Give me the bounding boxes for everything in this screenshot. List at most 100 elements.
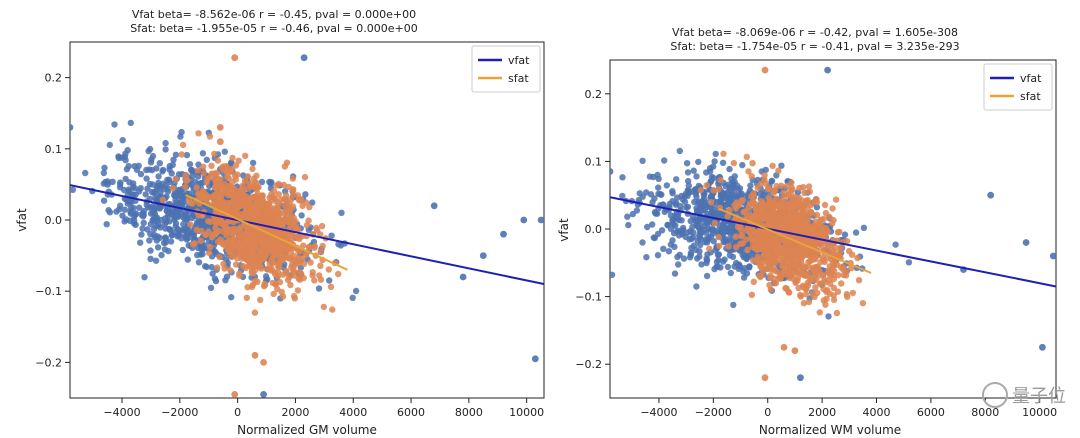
sfat-point (243, 294, 250, 301)
sfat-point (757, 180, 764, 187)
sfat-point (799, 205, 806, 213)
sfat-point (767, 272, 774, 279)
sfat-point (838, 280, 845, 287)
vfat-point (149, 181, 156, 188)
sfat-point (720, 150, 727, 157)
vfat-point (601, 246, 607, 252)
vfat-point (624, 213, 631, 220)
sfat-point (792, 279, 799, 286)
vfat-point (726, 165, 733, 173)
vfat-point (633, 207, 641, 214)
sfat-point (216, 253, 223, 261)
sfat-point (204, 193, 211, 200)
sfat-point (697, 186, 705, 194)
vfat-point (184, 256, 191, 263)
vfat-point (713, 199, 721, 206)
sfat-point (840, 271, 848, 279)
x-tick-label: 4000 (339, 406, 367, 419)
sfat-point (830, 275, 838, 283)
vfat-point (697, 221, 704, 229)
legend-label-sfat: sfat (508, 72, 529, 85)
sfat-point (216, 124, 224, 131)
vfat-point (721, 256, 728, 263)
vfat-point (745, 252, 752, 260)
vfat-point (719, 159, 727, 166)
sfat-point (780, 343, 788, 351)
vfat-point (162, 182, 169, 189)
sfat-point (212, 216, 219, 224)
regression-lines (70, 184, 544, 286)
vfat-point (724, 263, 732, 271)
sfat-point (250, 194, 257, 201)
vfat-point (706, 204, 714, 211)
vfat-point (300, 54, 308, 62)
vfat-point (734, 261, 742, 269)
vfat-point (109, 178, 116, 185)
vfat-point (139, 225, 146, 232)
sfat-point (229, 230, 237, 237)
sfat-point (778, 182, 785, 189)
vfat-point (639, 239, 646, 246)
sfat-point (767, 238, 774, 245)
sfat-point (771, 187, 779, 194)
vfat-point (34, 166, 40, 172)
sfat-point (271, 195, 279, 202)
vfat-point (674, 194, 681, 201)
sfat-point (257, 236, 265, 243)
sfat-point (238, 255, 245, 262)
sfat-point (276, 263, 283, 271)
sfat-point (247, 262, 255, 269)
sfat-point (797, 293, 804, 300)
sfat-point (764, 212, 771, 219)
sfat-point (200, 170, 207, 177)
y-ticks: −0.2 −0.1 0.0 0.1 0.2 (575, 88, 610, 371)
vfat-point (128, 198, 135, 205)
vfat-point (679, 196, 687, 203)
vfat-point (715, 256, 722, 264)
vfat-point (170, 156, 177, 163)
x-tick-label: 0 (764, 406, 771, 419)
vfat-point (651, 234, 658, 242)
vfat-point (111, 121, 118, 128)
sfat-point (835, 272, 842, 279)
vfat-point (137, 170, 145, 178)
vfat-point (195, 259, 203, 266)
vfat-point (183, 151, 191, 159)
vfat-point (841, 231, 849, 238)
vfat-point (116, 206, 123, 213)
sfat-point (743, 208, 750, 215)
vfat-point (688, 235, 695, 242)
sfat-point (738, 197, 745, 204)
vfat-point (703, 272, 711, 280)
sfat-point (780, 189, 787, 196)
sfat-point (224, 173, 231, 180)
sfat-point (771, 212, 778, 219)
sfat-point (765, 246, 772, 253)
vfat-point (130, 191, 137, 199)
sfat-point (777, 275, 784, 282)
sfat-point (809, 256, 817, 263)
sfat-point (782, 285, 789, 292)
sfat-point (812, 284, 819, 291)
sfat-point (251, 277, 258, 285)
x-tick-label: 10000 (1022, 406, 1057, 419)
y-ticks: −0.2 −0.1 0.0 0.1 0.2 (35, 72, 70, 369)
vfat-point (148, 156, 155, 163)
vfat-point (639, 157, 646, 164)
vfat-point (199, 150, 207, 157)
sfat-point (241, 240, 248, 247)
sfat-point (252, 213, 259, 220)
sfat-point (765, 194, 773, 201)
vfat-point (150, 225, 158, 233)
vfat-point (138, 231, 145, 238)
vfat-point (697, 201, 704, 208)
sfat-point (811, 293, 818, 300)
sfat-point (222, 219, 230, 227)
vfat-point (262, 273, 270, 280)
sfat-point (182, 177, 190, 184)
sfat-point (244, 284, 251, 291)
vfat-point (147, 255, 154, 262)
vfat-point (610, 271, 616, 278)
vfat-point (352, 287, 360, 295)
sfat-point (182, 172, 190, 179)
